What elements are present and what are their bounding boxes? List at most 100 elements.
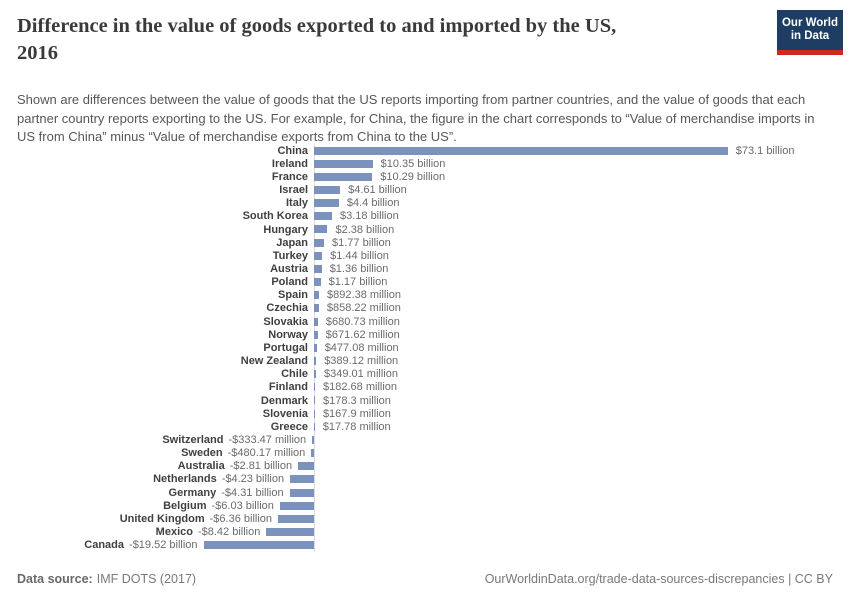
bar-hungary[interactable]: [314, 225, 328, 234]
country-value-label: Netherlands -$4.23 billion: [153, 473, 284, 486]
value-label: $10.29 billion: [380, 170, 446, 183]
value-label: -$19.52 billion: [129, 539, 198, 552]
bar-new-zealand[interactable]: [314, 357, 317, 365]
country-value-label: United Kingdom -$6.36 billion: [120, 512, 272, 525]
country-label: Austria: [270, 262, 308, 275]
chart-row: Japan $1.77 billion: [0, 236, 850, 249]
chart-row: Germany -$4.31 billion: [0, 486, 850, 499]
bar-sweden[interactable]: [311, 449, 314, 458]
country-label: Chile: [281, 368, 308, 381]
value-label: -$6.36 billion: [209, 512, 273, 525]
country-label: New Zealand: [240, 355, 308, 368]
bar-italy[interactable]: [314, 199, 339, 208]
chart-subtitle: Shown are differences between the value …: [17, 92, 815, 144]
bar-poland[interactable]: [314, 278, 321, 287]
bar-switzerland[interactable]: [312, 435, 314, 444]
country-label: Czechia: [266, 302, 308, 315]
bar-denmark[interactable]: [314, 396, 315, 405]
country-label: Portugal: [263, 341, 308, 354]
country-label: Hungary: [263, 223, 308, 236]
bar-austria[interactable]: [314, 264, 322, 273]
chart-row: Czechia $858.22 million: [0, 302, 850, 315]
value-label: -$6.03 billion: [211, 499, 274, 512]
title-line-1: Difference in the value of goods exporte…: [17, 15, 617, 37]
bar-chart: China $73.1 billion Ireland $10.35 billion F…: [0, 144, 850, 552]
bar-slovenia[interactable]: [314, 409, 315, 418]
bars-container: China $73.1 billion Ireland $10.35 billion F…: [0, 144, 850, 552]
bar-united-kingdom[interactable]: [278, 514, 314, 523]
chart-row: Canada -$19.52 billion: [0, 539, 850, 552]
chart-row: Mexico -$8.42 billion: [0, 526, 850, 539]
country-label: Slovenia: [262, 407, 308, 420]
country-value-label: Australia -$2.81 billion: [178, 460, 292, 473]
value-label: $17.78 million: [322, 420, 391, 433]
bar-greece[interactable]: [314, 422, 315, 431]
bar-canada[interactable]: [203, 541, 314, 550]
value-label: $1.17 billion: [328, 276, 388, 289]
value-label: -$333.47 million: [228, 434, 307, 447]
bar-france[interactable]: [314, 172, 373, 181]
value-label: $1.77 billion: [332, 236, 391, 249]
bar-netherlands[interactable]: [290, 475, 314, 484]
bar-spain[interactable]: [314, 291, 320, 300]
value-label: $10.35 billion: [380, 157, 446, 170]
chart-row: Australia -$2.81 billion: [0, 460, 850, 473]
bar-chile[interactable]: [314, 370, 316, 379]
country-label: Ireland: [271, 157, 308, 170]
country-label: Israel: [279, 184, 308, 197]
value-label: $680.73 million: [325, 315, 400, 328]
bar-mexico[interactable]: [266, 528, 314, 537]
value-label: $3.18 billion: [339, 210, 399, 223]
country-value-label: Switzerland -$333.47 million: [162, 433, 306, 446]
bar-australia[interactable]: [298, 462, 314, 471]
bar-japan[interactable]: [314, 238, 325, 247]
value-label: $1.36 billion: [329, 262, 389, 275]
bar-germany[interactable]: [289, 488, 314, 497]
footer-link[interactable]: OurWorldinData.org/trade-data-sources-di…: [484, 572, 833, 586]
value-label: -$4.23 billion: [221, 473, 285, 486]
country-label: Japan: [276, 236, 308, 249]
chart-row: Switzerland -$333.47 million: [0, 433, 850, 446]
chart-row: Poland $1.17 billion: [0, 276, 850, 289]
bar-finland[interactable]: [314, 383, 316, 392]
bar-czechia[interactable]: [314, 304, 319, 313]
country-label: Italy: [285, 197, 308, 210]
chart-row: Slovakia $680.73 million: [0, 315, 850, 328]
owid-logo[interactable]: Our World in Data: [777, 10, 843, 55]
value-label: $4.4 billion: [346, 197, 400, 210]
country-label: France: [271, 170, 308, 183]
bar-israel[interactable]: [314, 185, 341, 194]
bar-slovakia[interactable]: [314, 317, 318, 326]
country-value-label: Mexico -$8.42 billion: [156, 526, 261, 539]
value-label: $477.08 million: [324, 341, 399, 354]
bar-portugal[interactable]: [314, 343, 317, 352]
country-label: Australia: [177, 460, 225, 473]
bar-norway[interactable]: [314, 330, 318, 339]
datasource-note: Data source: IMF DOTS (2017): [17, 572, 196, 586]
chart-row: United Kingdom -$6.36 billion: [0, 512, 850, 525]
value-label: $2.38 billion: [335, 223, 395, 236]
chart-row: Hungary $2.38 billion: [0, 223, 850, 236]
chart-row: Chile $349.01 million: [0, 368, 850, 381]
country-label: Switzerland: [162, 434, 224, 447]
chart-row: Portugal $477.08 million: [0, 341, 850, 354]
datasource-value: IMF DOTS (2017): [96, 572, 197, 586]
chart-row: Israel $4.61 billion: [0, 183, 850, 196]
bar-south-korea[interactable]: [314, 212, 332, 221]
value-label: $858.22 million: [326, 302, 401, 315]
chart-row: South Korea $3.18 billion: [0, 210, 850, 223]
title-line-2: 2016: [17, 42, 58, 64]
chart-row: New Zealand $389.12 million: [0, 355, 850, 368]
datasource-label: Data source:: [17, 572, 93, 586]
value-label: $389.12 million: [324, 355, 399, 368]
bar-belgium[interactable]: [279, 501, 314, 510]
bar-china[interactable]: [314, 146, 728, 155]
chart-row: China $73.1 billion: [0, 144, 850, 157]
bar-turkey[interactable]: [314, 251, 323, 260]
chart-footer: Data source: IMF DOTS (2017) OurWorldinDa…: [17, 572, 833, 586]
chart-row: Norway $671.62 million: [0, 328, 850, 341]
country-label: South Korea: [242, 210, 308, 223]
country-label: Norway: [268, 328, 308, 341]
bar-ireland[interactable]: [314, 159, 373, 168]
